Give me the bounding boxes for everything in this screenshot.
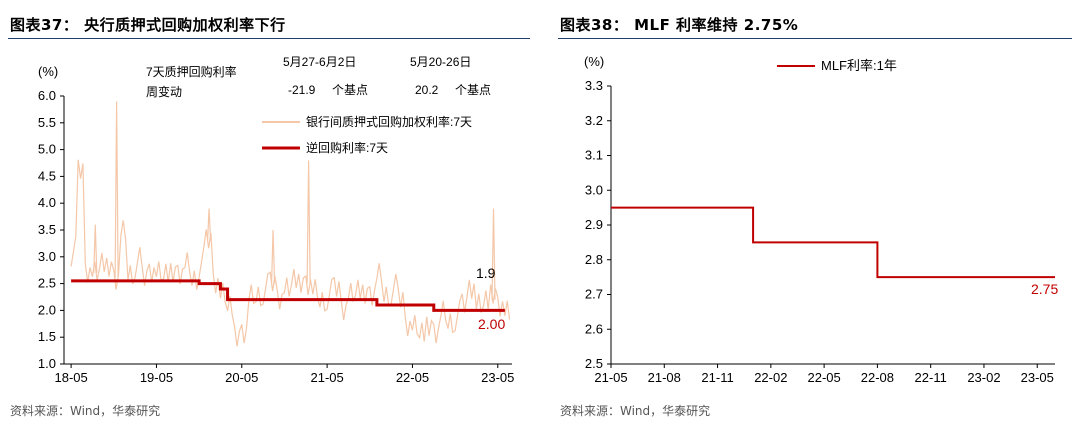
right-y-tick-label: 3.2 [585, 113, 603, 128]
mlf-end-label: 2.75 [1031, 281, 1058, 297]
left-y-tick-label: 1.5 [38, 329, 56, 344]
left-x-tick-label: 19-05 [140, 370, 173, 385]
left-x-tick-label: 18-05 [54, 370, 87, 385]
left-raw-series [70, 101, 511, 347]
table-row-label-2: 周变动 [146, 84, 182, 99]
left-source: 资料来源：Wind，华泰研究 [10, 404, 161, 418]
left-y-tick-label: 1.0 [38, 356, 56, 371]
legend-step-label: 逆回购利率:7天 [306, 140, 388, 155]
right-y-tick-label: 3.0 [585, 182, 603, 197]
left-y-tick-label: 2.0 [38, 302, 56, 317]
right-y-tick-label: 2.8 [585, 252, 603, 267]
right-step-series [611, 206, 1055, 279]
right-x-tick-label: 22-02 [754, 370, 787, 385]
left-y-tick-label: 5.5 [38, 115, 56, 130]
left-title-rule [8, 38, 530, 39]
table-col2-header: 5月20-26日 [410, 55, 471, 69]
right-y-tick-label: 2.6 [585, 321, 603, 336]
table-row-label-1: 7天质押回购利率 [146, 64, 237, 79]
left-y-unit: (%) [38, 64, 58, 79]
table-col1-value: -21.9 [288, 83, 316, 97]
right-x-tick-label: 22-05 [807, 370, 840, 385]
right-chart: 2.5 2.6 2.7 2.8 2.9 3.0 3.1 3.2 3.3 21-05 21-08 21-… [584, 54, 1058, 385]
left-chart-title: 图表37： 央行质押式回购加权利率下行 [10, 16, 286, 34]
right-x-tick-label: 22-08 [861, 370, 894, 385]
left-y-tick-label: 4.5 [38, 168, 56, 183]
left-x-tick-label: 22-05 [396, 370, 429, 385]
raw-end-label: 1.9 [476, 265, 496, 281]
left-axes: 1.0 1.5 2.0 2.5 3.0 3.5 4.0 4.5 5.0 5.5 6.0 18-05 19… [38, 88, 514, 385]
left-chart: 1.0 1.5 2.0 2.5 3.0 3.5 4.0 4.5 5.0 5.5 6.0 18-05 19… [38, 55, 514, 385]
table-col2-value: 20.2 [415, 83, 439, 97]
right-y-unit: (%) [584, 54, 604, 69]
mlf-1y-line [611, 206, 1055, 279]
left-y-tick-label: 4.0 [38, 195, 56, 210]
interbank-repo-spike [206, 208, 212, 241]
right-title-rule [558, 38, 1072, 39]
right-x-tick-label: 22-11 [915, 370, 947, 385]
right-legend-label: MLF利率:1年 [821, 58, 897, 73]
right-x-tick-label: 21-11 [701, 370, 733, 385]
left-y-tick-label: 5.0 [38, 142, 56, 157]
interbank-repo-spike [93, 224, 98, 273]
interbank-repo-spike [114, 101, 119, 279]
legend-raw-label: 银行间质押式回购加权利率:7天 [306, 114, 472, 129]
right-y-tick-label: 2.9 [585, 217, 603, 232]
left-x-tick-label: 23-05 [481, 370, 514, 385]
interbank-repo-7d-line [70, 159, 511, 347]
interbank-repo-spike [306, 160, 311, 284]
left-y-tick-label: 6.0 [38, 88, 56, 103]
left-x-tick-label: 20-05 [225, 370, 258, 385]
reverse-repo-7d-line [71, 279, 505, 312]
interbank-repo-spike [491, 208, 496, 300]
right-y-tick-label: 3.3 [585, 78, 603, 93]
left-step-series [71, 279, 505, 312]
right-x-tick-label: 23-05 [1021, 370, 1054, 385]
interbank-repo-spike [270, 229, 276, 284]
right-x-tick-label: 21-05 [594, 370, 627, 385]
right-x-tick-label: 21-08 [648, 370, 681, 385]
right-y-tick-label: 3.1 [585, 148, 603, 163]
right-chart-title: 图表38： MLF 利率维持 2.75% [560, 16, 799, 34]
step-end-label: 2.00 [478, 316, 505, 332]
right-source: 资料来源：Wind，华泰研究 [560, 404, 711, 418]
left-y-tick-label: 3.5 [38, 222, 56, 237]
table-col1-unit: 个基点 [332, 83, 368, 97]
table-col2-unit: 个基点 [455, 83, 491, 97]
right-y-tick-label: 2.5 [585, 356, 603, 371]
right-y-tick-label: 2.7 [585, 287, 603, 302]
table-col1-header: 5月27-6月2日 [283, 55, 356, 69]
left-y-tick-label: 2.5 [38, 276, 56, 291]
right-axes: 2.5 2.6 2.7 2.8 2.9 3.0 3.1 3.2 3.3 21-05 21-08 21-… [585, 78, 1055, 385]
right-x-tick-label: 23-02 [967, 370, 1000, 385]
left-y-tick-label: 3.0 [38, 249, 56, 264]
left-x-tick-label: 21-05 [310, 370, 343, 385]
